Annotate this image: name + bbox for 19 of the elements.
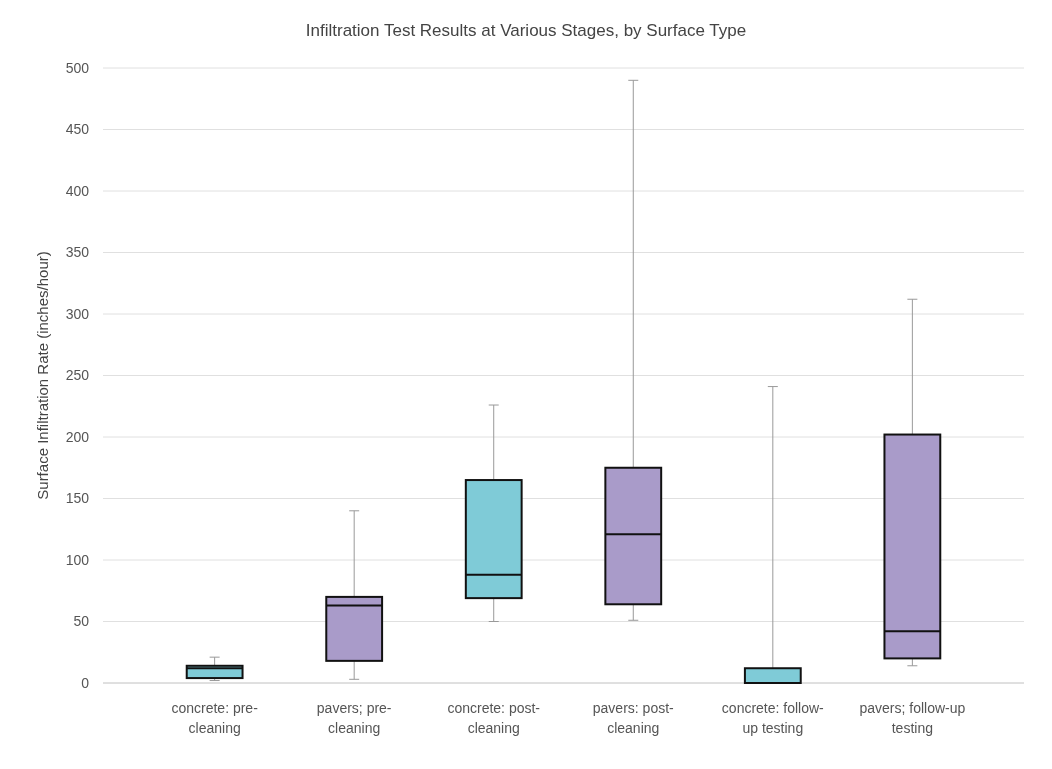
y-tick-label: 0 [81,674,90,691]
y-tick-label: 450 [65,121,90,138]
x-tick-label: pavers; follow-up testing [859,700,966,736]
y-tick-label: 100 [65,551,90,568]
y-tick-label: 400 [65,182,90,199]
chart-title: Infiltration Test Results at Various Stages, by Surface Type [305,21,747,40]
x-tick-label: concrete: follow-up testing [721,700,825,736]
y-tick-label: 150 [65,490,90,507]
x-tick-label: concrete: post-cleaning [447,700,541,736]
y-axis-title: Surface Infiltration Rate (inches/hour) [34,251,51,500]
y-tick-label: 200 [65,428,90,445]
y-tick-label: 50 [73,613,90,630]
x-tick-label: pavers: post-cleaning [592,700,675,736]
x-tick-label: pavers; pre-cleaning [316,700,392,736]
y-tick-label: 250 [65,367,90,384]
y-tick-label: 500 [65,59,90,76]
x-tick-label: concrete: pre-cleaning [171,700,259,736]
y-tick-label: 350 [65,244,90,261]
y-tick-label: 300 [65,305,90,322]
